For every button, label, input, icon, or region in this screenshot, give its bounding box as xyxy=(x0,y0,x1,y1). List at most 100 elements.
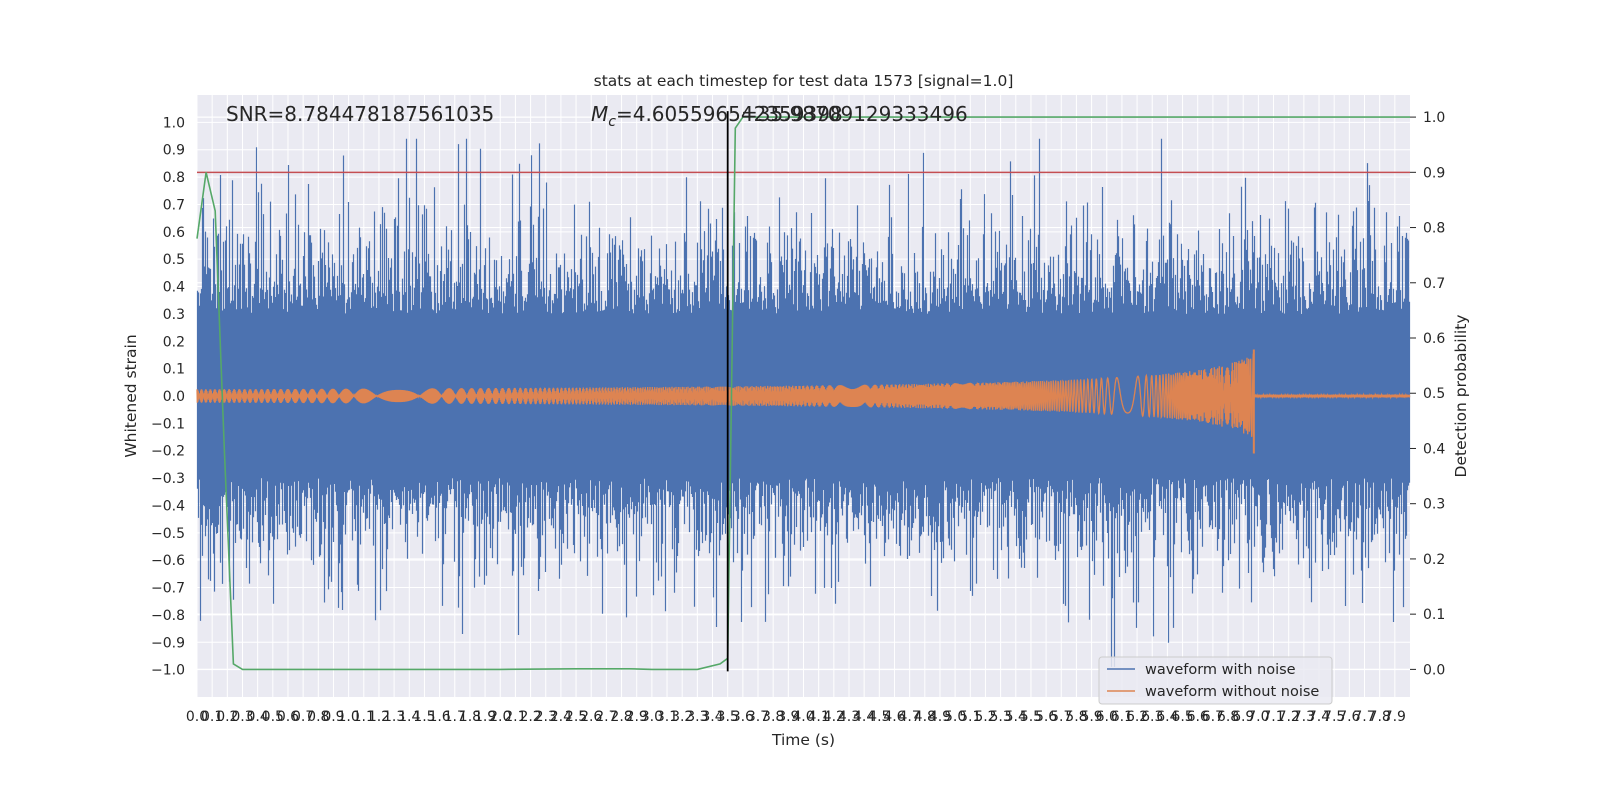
x-tick-label: 2.1 xyxy=(504,709,526,725)
x-tick-label: 2.6 xyxy=(580,709,602,725)
y2-tick-label: 0.3 xyxy=(1423,497,1445,513)
x-tick-label: 0.4 xyxy=(247,709,269,725)
x-tick-label: 0.6 xyxy=(277,709,299,725)
x-tick-label: 6.7 xyxy=(1202,709,1224,725)
x-tick-label: 3.0 xyxy=(641,709,663,725)
x-tick-label: 6.2 xyxy=(1126,709,1148,725)
x-tick-label: 7.7 xyxy=(1353,709,1375,725)
y-tick-label: −0.8 xyxy=(151,608,185,624)
y2-tick-label: 0.4 xyxy=(1423,441,1445,457)
x-tick-label: 4.2 xyxy=(823,709,845,725)
y-axis-label: Whitened strain xyxy=(122,334,140,457)
legend-box xyxy=(1098,656,1333,705)
y-tick-label: −0.4 xyxy=(151,498,185,514)
x-tick-label: 7.3 xyxy=(1293,709,1315,725)
x-tick-label: 0.8 xyxy=(307,709,329,725)
x-tick-label: 4.5 xyxy=(868,709,890,725)
x-tick-label: 2.0 xyxy=(489,709,511,725)
x-tick-label: 5.4 xyxy=(1005,709,1027,725)
y-tick-label: −0.1 xyxy=(151,416,185,432)
x-tick-label: 6.5 xyxy=(1171,709,1193,725)
axis-layer: 0.00.10.20.30.40.50.60.70.80.91.01.11.21… xyxy=(151,110,1445,725)
x-tick-label: 3.6 xyxy=(732,709,754,725)
x-tick-label: 6.4 xyxy=(1156,709,1178,725)
y-tick-label: 0.3 xyxy=(163,307,185,323)
y-tick-label: −0.9 xyxy=(151,635,185,651)
x-tick-label: 7.8 xyxy=(1369,709,1391,725)
chart-title: stats at each timestep for test data 157… xyxy=(594,72,1014,90)
x-tick-label: 6.8 xyxy=(1217,709,1239,725)
x-tick-label: 3.3 xyxy=(686,709,708,725)
mc-subscript: c xyxy=(608,114,616,130)
x-tick-label: 7.9 xyxy=(1384,709,1406,725)
x-tick-label: 1.0 xyxy=(337,709,359,725)
x-tick-label: 7.4 xyxy=(1308,709,1330,725)
x-tick-label: 7.1 xyxy=(1262,709,1284,725)
x-tick-label: 2.4 xyxy=(550,709,572,725)
x-tick-label: 3.2 xyxy=(671,709,693,725)
x-tick-label: 6.6 xyxy=(1187,709,1209,725)
chirp-mass-annotation: Mc=4.605596542359398 xyxy=(591,102,843,130)
x-tick-label: 1.2 xyxy=(368,709,390,725)
y2-tick-label: 0.7 xyxy=(1423,276,1445,292)
x-tick-label: 4.8 xyxy=(914,709,936,725)
x-tick-label: 4.6 xyxy=(883,709,905,725)
x-tick-label: 6.9 xyxy=(1232,709,1254,725)
y2-tick-label: 0.8 xyxy=(1423,221,1445,237)
x-tick-label: 1.1 xyxy=(353,709,375,725)
x-tick-label: 0.0 xyxy=(186,709,208,725)
x-tick-label: 2.8 xyxy=(610,709,632,725)
y-tick-label: 0.2 xyxy=(163,334,185,350)
y2-tick-label: 1.0 xyxy=(1423,110,1445,126)
x-tick-label: 0.3 xyxy=(231,709,253,725)
x-tick-label: 1.8 xyxy=(459,709,481,725)
x-tick-label: 6.0 xyxy=(1096,709,1118,725)
x-tick-label: 0.1 xyxy=(201,709,223,725)
legend-label-clean: waveform without noise xyxy=(1145,684,1319,700)
x-tick-label: 7.0 xyxy=(1247,709,1269,725)
x-tick-label: 5.0 xyxy=(944,709,966,725)
x-tick-label: 7.6 xyxy=(1338,709,1360,725)
x-tick-label: 2.9 xyxy=(626,709,648,725)
x-tick-label: 4.7 xyxy=(899,709,921,725)
x-tick-label: 4.4 xyxy=(853,709,875,725)
detection-probability-series xyxy=(196,116,1410,671)
y-tick-label: −0.7 xyxy=(151,581,185,597)
y-tick-label: 0.5 xyxy=(163,252,185,268)
y-tick-label: −0.2 xyxy=(151,444,185,460)
x-tick-label: 2.2 xyxy=(519,709,541,725)
y-tick-label: 0.6 xyxy=(163,225,185,241)
x-tick-label: 1.9 xyxy=(474,709,496,725)
y-tick-label: 1.0 xyxy=(163,115,185,131)
x-tick-label: 5.5 xyxy=(1020,709,1042,725)
y-tick-label: −0.6 xyxy=(151,553,185,569)
x-axis-label: Time (s) xyxy=(771,731,835,749)
x-tick-label: 3.1 xyxy=(656,709,678,725)
y-tick-label: 0.4 xyxy=(163,280,185,296)
x-tick-label: 3.9 xyxy=(777,709,799,725)
x-tick-label: 5.3 xyxy=(989,709,1011,725)
y-tick-label: 0.8 xyxy=(163,170,185,186)
x-tick-label: 2.7 xyxy=(595,709,617,725)
x-tick-label: 0.5 xyxy=(262,709,284,725)
legend: waveform with noise waveform without noi… xyxy=(1098,656,1333,705)
y2-tick-label: 0.2 xyxy=(1423,552,1445,568)
x-tick-label: 4.9 xyxy=(929,709,951,725)
x-tick-label: 1.4 xyxy=(398,709,420,725)
x-tick-label: 3.7 xyxy=(747,709,769,725)
x-tick-label: 5.6 xyxy=(1035,709,1057,725)
x-tick-label: 3.4 xyxy=(701,709,723,725)
plot-layer xyxy=(196,111,1411,672)
x-tick-label: 2.3 xyxy=(535,709,557,725)
x-tick-label: 4.1 xyxy=(808,709,830,725)
x-tick-label: 1.6 xyxy=(428,709,450,725)
x-tick-label: 0.7 xyxy=(292,709,314,725)
x-tick-label: 0.2 xyxy=(216,709,238,725)
legend-label-noise: waveform with noise xyxy=(1145,662,1296,678)
x-tick-label: 5.2 xyxy=(974,709,996,725)
x-tick-label: 4.0 xyxy=(792,709,814,725)
x-tick-label: 5.1 xyxy=(959,709,981,725)
x-tick-label: 5.7 xyxy=(1050,709,1072,725)
